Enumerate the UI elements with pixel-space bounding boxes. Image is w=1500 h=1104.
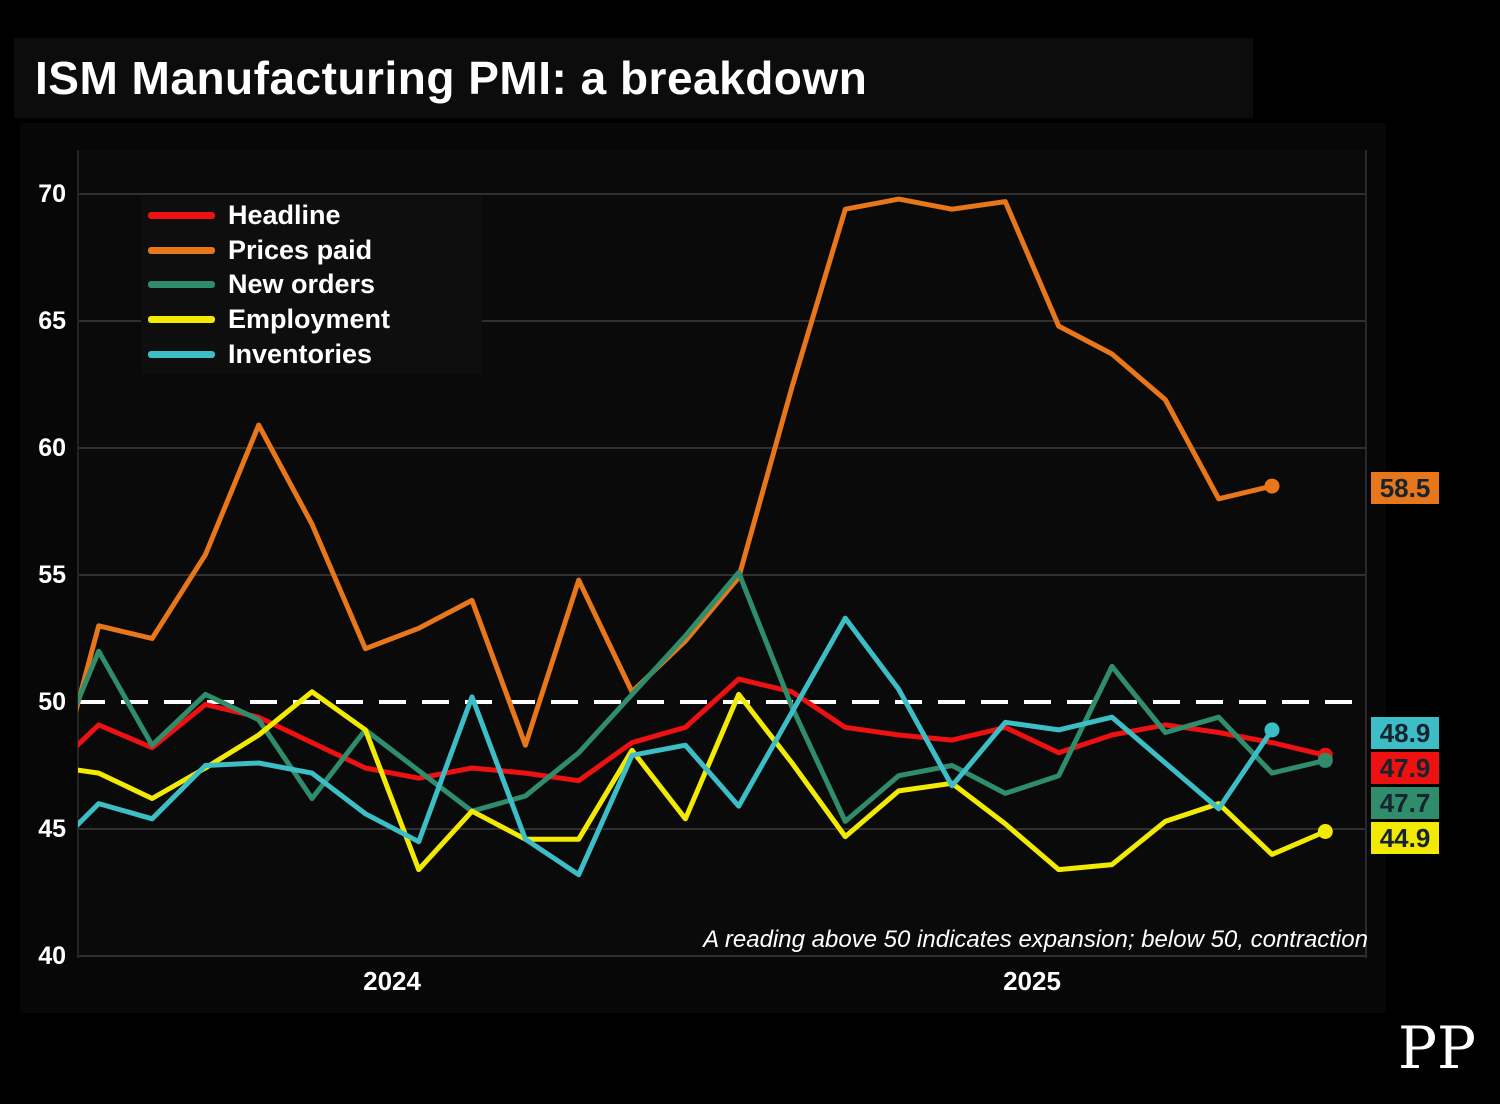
y-tick-70: 70 [38,180,66,208]
legend-label-new-orders: New orders [228,269,376,300]
page-title: ISM Manufacturing PMI: a breakdown [35,52,868,104]
title-bar: ISM Manufacturing PMI: a breakdown [14,38,1253,118]
legend-item-headline: Headline [141,199,482,232]
series-line-employment [78,689,1328,873]
annotation-note: A reading above 50 indicates expansion; … [703,926,1368,953]
end-value-label-headline: 47.9 [1371,752,1439,784]
legend-label-headline: Headline [228,199,341,230]
y-tick-45: 45 [38,815,66,843]
end-value-label-prices-paid: 58.5 [1371,472,1439,504]
legend-item-new-orders: New orders [141,268,482,301]
y-tick-40: 40 [38,942,66,970]
end-value-label-employment: 44.9 [1371,822,1439,854]
legend-label-prices-paid: Prices paid [228,234,373,265]
legend-swatch-employment [148,316,215,324]
series-line-inventories [78,615,1275,878]
y-tick-55: 55 [38,561,66,589]
series-line-new-orders [78,570,1328,824]
x-tick-2024: 2024 [363,966,421,996]
y-tick-50: 50 [38,688,66,716]
end-value-label-inventories: 48.9 [1371,717,1439,749]
legend-item-employment: Employment [141,303,482,336]
legend-swatch-headline [148,211,215,219]
legend-item-prices-paid: Prices paid [141,234,482,267]
legend-swatch-new-orders [148,281,215,289]
legend-swatch-prices-paid [148,246,215,254]
legend-label-employment: Employment [228,304,391,335]
series-end-dot-prices-paid [1264,478,1280,494]
y-tick-60: 60 [38,434,66,462]
series-end-dot-inventories [1264,722,1280,738]
series-end-dot-employment [1317,824,1333,839]
legend-label-inventories: Inventories [228,339,373,370]
series-end-dot-new-orders [1317,752,1333,768]
end-value-label-new-orders: 47.7 [1371,787,1439,819]
chart-legend: Headline Prices paid New orders Employment I… [141,196,482,374]
x-tick-2025: 2025 [1003,966,1061,996]
pp-logo: PP [1398,1014,1477,1082]
y-tick-65: 65 [38,307,66,335]
legend-item-inventories: Inventories [141,338,482,371]
legend-swatch-inventories [148,351,215,359]
